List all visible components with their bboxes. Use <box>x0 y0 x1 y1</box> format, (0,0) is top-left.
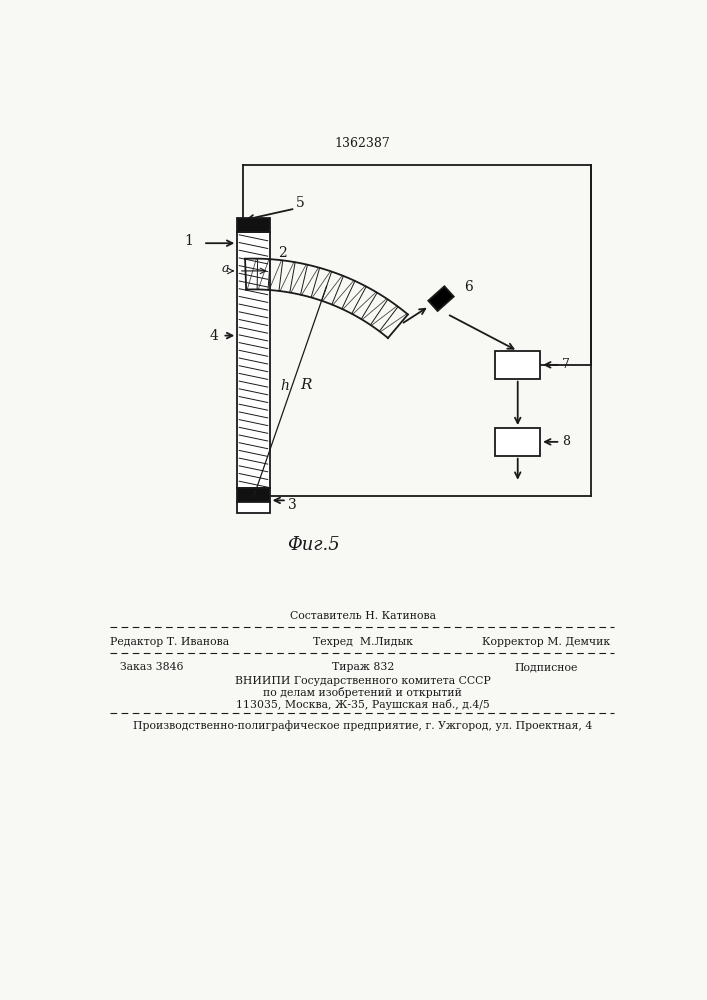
Bar <box>495 428 540 456</box>
Text: Подписное: Подписное <box>514 662 578 672</box>
Bar <box>237 488 270 502</box>
Text: по делам изобретений и открытий: по делам изобретений и открытий <box>263 687 462 698</box>
Text: 2: 2 <box>279 246 287 260</box>
Bar <box>237 232 270 488</box>
Bar <box>428 286 454 311</box>
Text: 7: 7 <box>562 358 570 371</box>
Text: 8: 8 <box>513 435 522 449</box>
Text: 8: 8 <box>562 435 570 448</box>
Text: Производственно-полиграфическое предприятие, г. Ужгород, ул. Проектная, 4: Производственно-полиграфическое предприя… <box>133 721 592 731</box>
Text: Составитель Н. Катинова: Составитель Н. Катинова <box>290 611 436 621</box>
Text: Заказ 3846: Заказ 3846 <box>120 662 184 672</box>
Text: Корректор М. Демчик: Корректор М. Демчик <box>481 637 609 647</box>
Bar <box>237 502 270 513</box>
Text: 4: 4 <box>209 329 218 343</box>
Text: R: R <box>300 378 311 392</box>
Bar <box>495 351 540 379</box>
Text: 5: 5 <box>296 196 305 210</box>
Text: 6: 6 <box>464 280 473 294</box>
Text: Редактор Т. Иванова: Редактор Т. Иванова <box>110 637 229 647</box>
Bar <box>237 218 270 232</box>
Text: Техред  М.Лидык: Техред М.Лидык <box>312 637 413 647</box>
Text: Φиг.5: Φиг.5 <box>287 536 339 554</box>
Text: 113035, Москва, Ж-35, Раушская наб., д.4/5: 113035, Москва, Ж-35, Раушская наб., д.4… <box>236 699 490 710</box>
Text: 1: 1 <box>184 234 193 248</box>
Text: ВНИИПИ Государственного комитета СССР: ВНИИПИ Государственного комитета СССР <box>235 676 491 686</box>
Text: Тираж 832: Тираж 832 <box>332 662 394 672</box>
Text: 3: 3 <box>288 498 297 512</box>
Text: a: a <box>221 262 228 275</box>
Text: h: h <box>281 379 289 393</box>
Text: 1362387: 1362387 <box>335 137 390 150</box>
Text: 7: 7 <box>513 358 522 372</box>
